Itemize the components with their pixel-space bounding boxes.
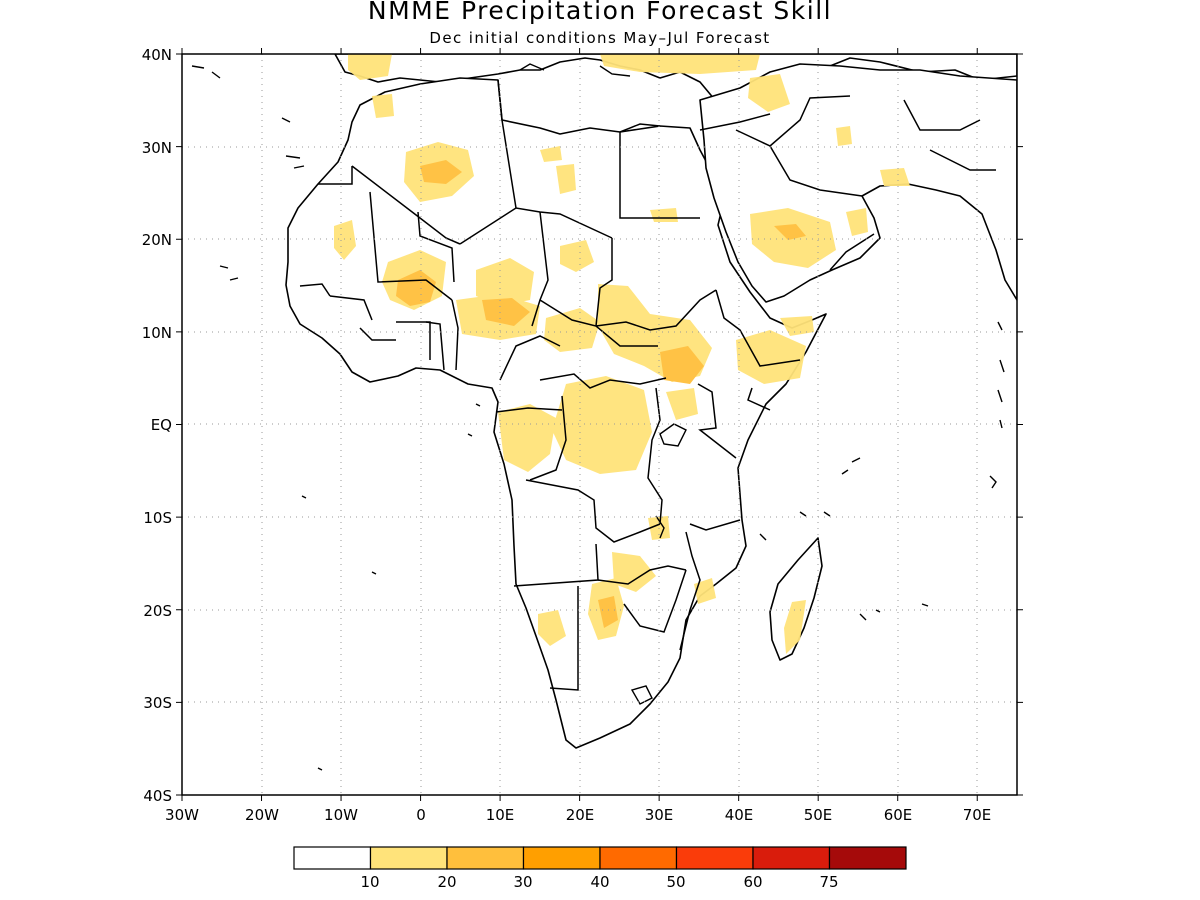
legend-box-0 xyxy=(293,846,372,870)
legend-label-4: 50 xyxy=(666,873,685,891)
skill-region-algeria-core xyxy=(420,160,462,184)
lat-label-0: 40N xyxy=(142,46,172,64)
lon-label-2: 10W xyxy=(324,806,358,824)
skill-region-namibia xyxy=(538,610,566,646)
lat-label-4: EQ xyxy=(151,416,172,434)
legend-label-5: 60 xyxy=(743,873,762,891)
skill-region-iraq xyxy=(748,74,790,112)
lat-label-3: 10N xyxy=(142,324,172,342)
legend-box-4 xyxy=(599,846,678,870)
africa-landmass xyxy=(285,77,827,749)
legend-label-3: 40 xyxy=(590,873,609,891)
lat-label-2: 20N xyxy=(142,231,172,249)
skill-region-nigeria-core xyxy=(482,298,530,326)
skill-region-sudan-core xyxy=(660,346,704,384)
legend-label-2: 30 xyxy=(513,873,532,891)
lon-label-0: 30W xyxy=(165,806,199,824)
skill-region-ethiopia xyxy=(736,330,806,384)
skill-region-niger-east xyxy=(476,258,534,306)
arabia-asia-landmass xyxy=(699,63,1017,303)
legend-box-6 xyxy=(752,846,831,870)
skill-region-zambia xyxy=(612,552,656,592)
lon-label-7: 40E xyxy=(725,806,754,824)
madagascar-landmass xyxy=(769,537,823,661)
legend-box-5 xyxy=(675,846,754,870)
skill-region-botswana-core xyxy=(598,596,618,628)
skill-region-madagascar xyxy=(784,600,806,654)
lon-label-4: 10E xyxy=(486,806,515,824)
legend-box-7 xyxy=(828,846,907,870)
legend-box-3 xyxy=(522,846,601,870)
lat-label-8: 40S xyxy=(143,787,172,805)
skill-region-egypt xyxy=(556,164,576,194)
skill-region-turkey xyxy=(600,54,760,74)
skill-region-sudan-north xyxy=(650,208,678,222)
legend-label-0: 10 xyxy=(360,873,379,891)
skill-region-oman xyxy=(846,208,868,236)
lat-label-7: 30S xyxy=(143,694,172,712)
skill-region-mali-core xyxy=(396,270,436,306)
lon-label-5: 20E xyxy=(566,806,595,824)
skill-region-gulf xyxy=(880,168,910,186)
chart-title: NMME Precipitation Forecast Skill xyxy=(367,0,833,25)
skill-region-arabia-core xyxy=(774,224,806,240)
lon-label-1: 20W xyxy=(245,806,279,824)
lat-label-5: 10S xyxy=(143,509,172,527)
legend-box-2 xyxy=(446,846,525,870)
lon-label-3: 0 xyxy=(416,806,426,824)
skill-region-libya xyxy=(540,146,562,162)
legend-box-1 xyxy=(369,846,448,870)
skill-region-chad xyxy=(560,240,594,272)
lon-axis: 30W 20W 10W 0 10E 20E 30E 40E 50E 60E 70… xyxy=(165,806,991,824)
lon-label-8: 50E xyxy=(804,806,833,824)
lon-label-9: 60E xyxy=(884,806,913,824)
skill-region-car xyxy=(544,308,600,352)
map-area xyxy=(182,54,1017,795)
chart-subtitle: Dec initial conditions May–Jul Forecast xyxy=(429,29,771,47)
legend-label-6: 75 xyxy=(819,873,838,891)
skill-region-mauritania xyxy=(334,220,356,260)
lat-label-6: 20S xyxy=(143,602,172,620)
skill-region-iberia xyxy=(348,54,392,80)
skill-region-gabon xyxy=(498,404,556,472)
legend-label-1: 20 xyxy=(437,873,456,891)
lon-label-10: 70E xyxy=(963,806,992,824)
lat-axis: 40N 30N 20N 10N EQ 10S 20S 30S 40S xyxy=(142,46,172,805)
color-legend: 10 20 30 40 50 60 75 xyxy=(293,846,907,891)
skill-shading xyxy=(334,54,910,654)
axis-ticks xyxy=(176,48,1023,801)
skill-region-saudi-north xyxy=(836,126,852,146)
skill-region-somalia xyxy=(780,316,814,336)
skill-region-congo-basin xyxy=(552,376,652,474)
skill-region-morocco xyxy=(372,94,394,118)
lon-label-6: 30E xyxy=(645,806,674,824)
lat-label-1: 30N xyxy=(142,139,172,157)
skill-region-mozambique xyxy=(694,578,716,604)
islands-lakes xyxy=(191,63,1005,771)
skill-region-uganda xyxy=(666,388,698,420)
